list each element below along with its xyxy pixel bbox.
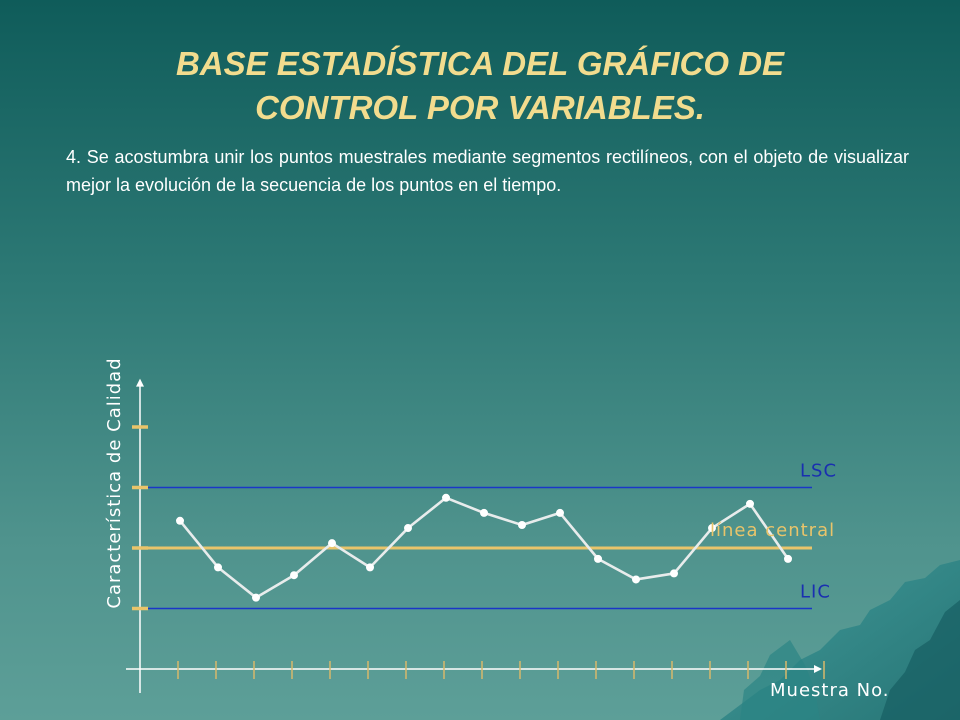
data-point: [480, 508, 488, 517]
chart-labels: LSC línea central LIC Muestra No. Caracterís…: [104, 357, 889, 701]
data-point: [556, 508, 564, 517]
lsc-label: LSC: [800, 461, 837, 482]
title-line-1: BASE ESTADÍSTICA DEL GRÁFICO DE: [175, 45, 785, 82]
data-point: [252, 593, 260, 602]
title-line-2: CONTROL POR VARIABLES.: [255, 89, 705, 126]
data-point: [632, 575, 640, 584]
limit-lines: [140, 486, 812, 610]
series-layer: [176, 493, 792, 602]
data-point: [442, 493, 450, 502]
data-point: [746, 499, 754, 508]
data-point: [670, 569, 678, 578]
center-line-label: línea central: [710, 520, 835, 541]
y-axis-arrow: [136, 378, 144, 387]
x-axis-arrow: [814, 665, 822, 673]
y-axis-label: Característica de Calidad: [104, 357, 125, 608]
data-point: [328, 539, 336, 548]
lic-label: LIC: [800, 582, 831, 603]
axes: [126, 378, 825, 693]
data-point: [518, 521, 526, 530]
slide-title: BASE ESTADÍSTICA DEL GRÁFICO DE CONTROL …: [40, 42, 920, 130]
data-point: [404, 524, 412, 533]
data-point: [176, 516, 184, 525]
data-point: [708, 524, 716, 533]
data-point: [366, 563, 374, 572]
data-point: [214, 563, 222, 572]
body-paragraph: 4. Se acostumbra unir los puntos muestra…: [66, 147, 909, 195]
x-axis-label: Muestra No.: [770, 680, 889, 701]
data-point: [784, 554, 792, 563]
data-point: [290, 571, 298, 580]
data-point: [594, 554, 602, 563]
decorative-rocks: [720, 560, 960, 720]
